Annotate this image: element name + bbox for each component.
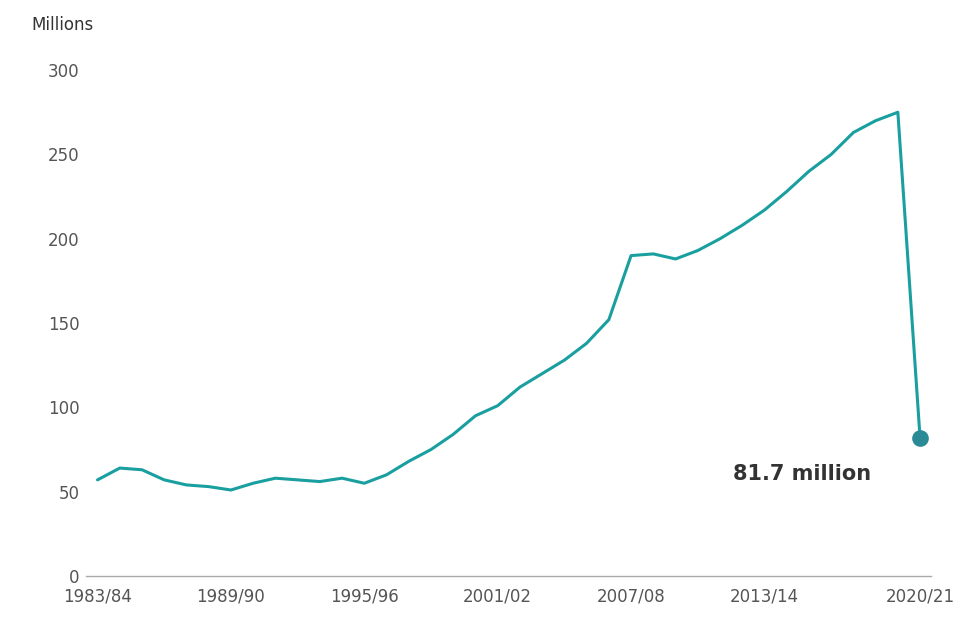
- Text: 81.7 million: 81.7 million: [733, 463, 871, 484]
- Text: Millions: Millions: [32, 16, 94, 34]
